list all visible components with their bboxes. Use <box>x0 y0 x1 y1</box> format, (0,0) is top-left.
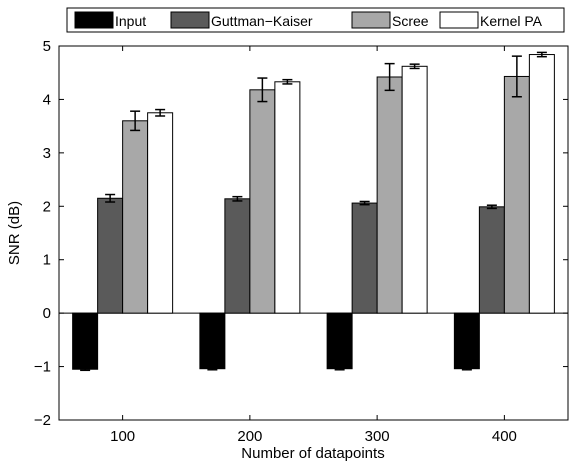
bar-scree-400 <box>503 75 530 314</box>
x-tick-label: 300 <box>365 428 390 445</box>
bar-kernel-pa-400 <box>528 54 555 314</box>
bar-input-300 <box>326 312 353 370</box>
y-tick-label: 3 <box>43 145 51 162</box>
legend-label: Input <box>115 13 146 29</box>
bar-input-100 <box>72 312 99 370</box>
bar-input-200 <box>199 312 226 370</box>
bar-scree-100 <box>122 120 149 314</box>
y-tick-label: −1 <box>34 359 51 376</box>
y-tick-label: 4 <box>43 91 51 108</box>
bar-scree-200 <box>249 89 276 314</box>
bars-group <box>72 54 555 370</box>
legend-swatch <box>439 11 479 29</box>
y-tick-label: −2 <box>34 412 51 429</box>
bar-kernel-pa-200 <box>274 81 301 314</box>
x-tick-label: 400 <box>492 428 517 445</box>
legend-label: Guttman−Kaiser <box>211 13 313 29</box>
y-axis-ticks: −2 −1 0 1 2 3 4 5 <box>34 38 568 429</box>
legend-swatch <box>170 11 210 29</box>
x-axis-ticks: 100 200 300 400 <box>110 46 517 445</box>
legend-label: Kernel PA <box>480 13 543 29</box>
legend-box <box>66 7 565 33</box>
bar-kernel-pa-300 <box>401 65 428 314</box>
bar-scree-300 <box>376 76 403 314</box>
bar-input-400 <box>453 312 480 370</box>
y-axis-title: SNR (dB) <box>6 201 23 265</box>
x-tick-label: 200 <box>237 428 262 445</box>
legend-label: Scree <box>392 13 429 29</box>
bar-guttman-kaiser-300 <box>351 202 378 314</box>
bar-guttman-kaiser-200 <box>224 198 251 314</box>
legend-swatch <box>74 11 114 29</box>
y-tick-label: 2 <box>43 198 51 215</box>
error-bars-group <box>80 51 547 372</box>
bar-guttman-kaiser-100 <box>97 197 124 314</box>
legend-swatch <box>351 11 391 29</box>
y-tick-label: 1 <box>43 252 51 269</box>
legend: Input Guttman−Kaiser Scree Kernel PA <box>66 7 565 33</box>
bar-kernel-pa-100 <box>147 112 174 314</box>
y-tick-label: 0 <box>43 305 51 322</box>
y-tick-label: 5 <box>43 38 51 55</box>
x-axis-title: Number of datapoints <box>241 445 384 462</box>
x-tick-label: 100 <box>110 428 135 445</box>
bar-guttman-kaiser-400 <box>478 206 505 314</box>
